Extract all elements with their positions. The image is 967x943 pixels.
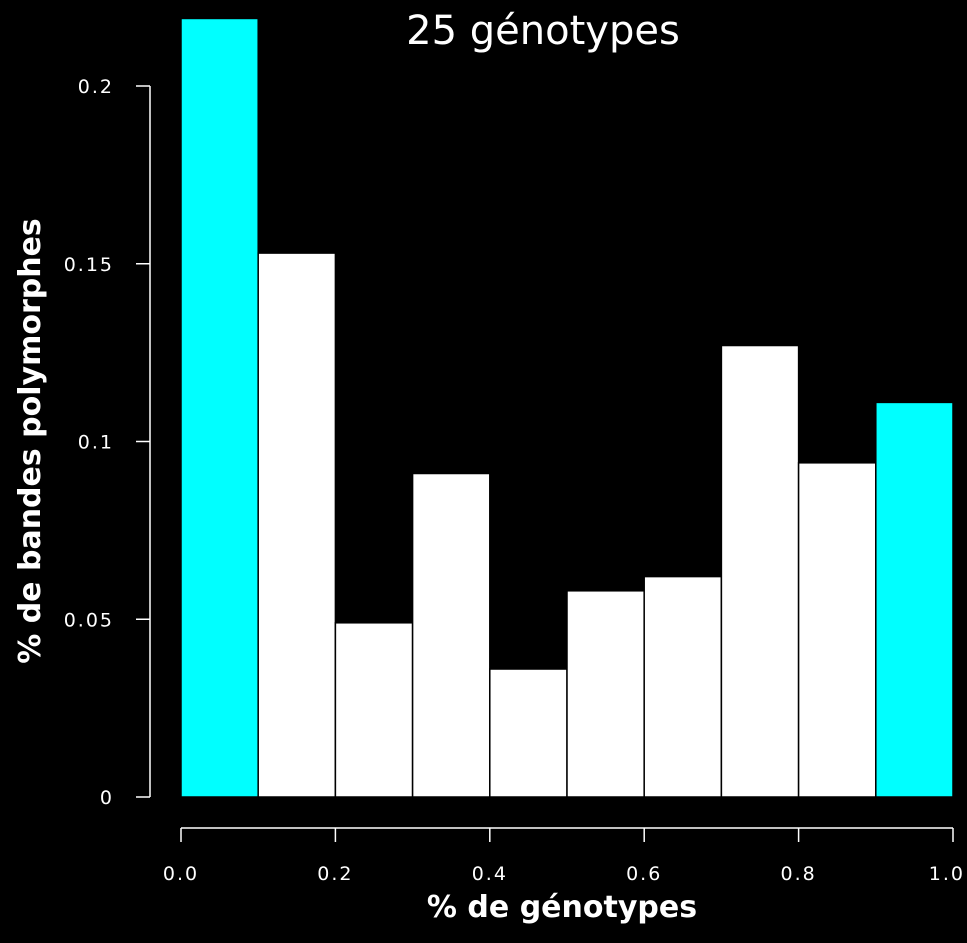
chart-title: 25 génotypes bbox=[406, 8, 680, 54]
y-tick-label: 0.1 bbox=[78, 432, 114, 454]
histogram-bar-10 bbox=[875, 401, 954, 798]
y-axis-label: % de bandes polymorphes bbox=[13, 218, 48, 664]
x-axis: 0.0 0.2 0.4 0.6 0.8 1.0 bbox=[163, 827, 965, 885]
histogram-bar-5 bbox=[489, 668, 568, 798]
y-axis: 0 0.05 0.1 0.15 0.2 bbox=[64, 76, 151, 809]
histogram-bar-2 bbox=[257, 252, 337, 798]
y-tick-label: 0.05 bbox=[64, 609, 114, 631]
x-tick-label: 0.4 bbox=[472, 863, 508, 885]
histogram-bar-3 bbox=[334, 622, 414, 798]
x-tick-label: 0.6 bbox=[626, 863, 662, 885]
histogram-bar-1 bbox=[180, 17, 259, 798]
bars-group bbox=[180, 17, 954, 798]
histogram-bar-6 bbox=[566, 590, 645, 798]
histogram-bar-7 bbox=[643, 575, 723, 798]
x-tick-label: 0.2 bbox=[317, 863, 353, 885]
y-ticks: 0 0.05 0.1 0.15 0.2 bbox=[64, 76, 150, 809]
x-tick-label: 0.0 bbox=[163, 863, 199, 885]
x-ticks: 0.0 0.2 0.4 0.6 0.8 1.0 bbox=[163, 828, 965, 885]
y-tick-label: 0.15 bbox=[64, 254, 114, 276]
histogram-bar-4 bbox=[411, 472, 491, 798]
x-axis-label: % de génotypes bbox=[427, 890, 697, 925]
x-tick-label: 0.8 bbox=[780, 863, 816, 885]
histogram-bar-9 bbox=[797, 462, 877, 798]
x-tick-label: 1.0 bbox=[929, 863, 965, 885]
y-tick-label: 0 bbox=[100, 787, 114, 809]
histogram-bar-8 bbox=[720, 344, 800, 798]
y-tick-label: 0.2 bbox=[78, 76, 114, 98]
